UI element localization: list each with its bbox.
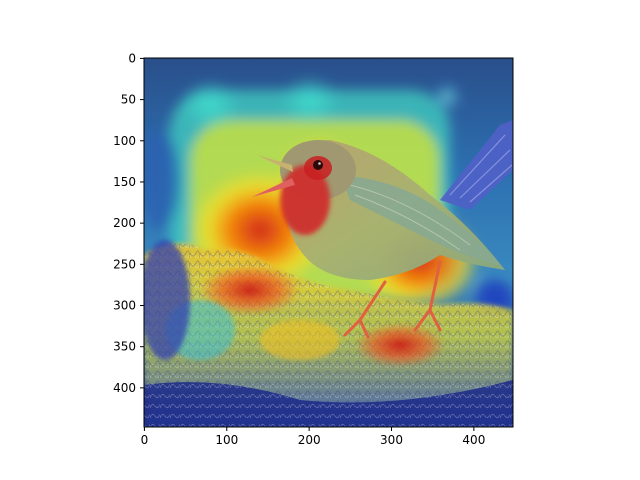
y-axis: 0 50 100 150 200 250 300 350 400 [113, 51, 144, 395]
x-tick-label: 300 [380, 433, 403, 447]
bird [252, 120, 513, 339]
y-tick-label: 0 [128, 51, 136, 65]
y-tick-label: 250 [113, 257, 136, 271]
y-tick-label: 300 [113, 299, 136, 313]
x-tick-label: 200 [298, 433, 321, 447]
x-tick-label: 400 [462, 433, 485, 447]
y-tick-label: 100 [113, 134, 136, 148]
y-tick-label: 400 [113, 381, 136, 395]
x-axis: 0 100 200 300 400 [141, 427, 485, 447]
y-tick-label: 150 [113, 175, 136, 189]
axes-frame [143, 57, 514, 428]
y-tick-label: 200 [113, 216, 136, 230]
x-tick-label: 100 [215, 433, 238, 447]
heatmap-image [144, 58, 513, 427]
moss-ground [144, 240, 513, 427]
y-tick-label: 350 [113, 340, 136, 354]
y-tick-label: 50 [121, 93, 136, 107]
x-tick-label: 0 [141, 433, 149, 447]
